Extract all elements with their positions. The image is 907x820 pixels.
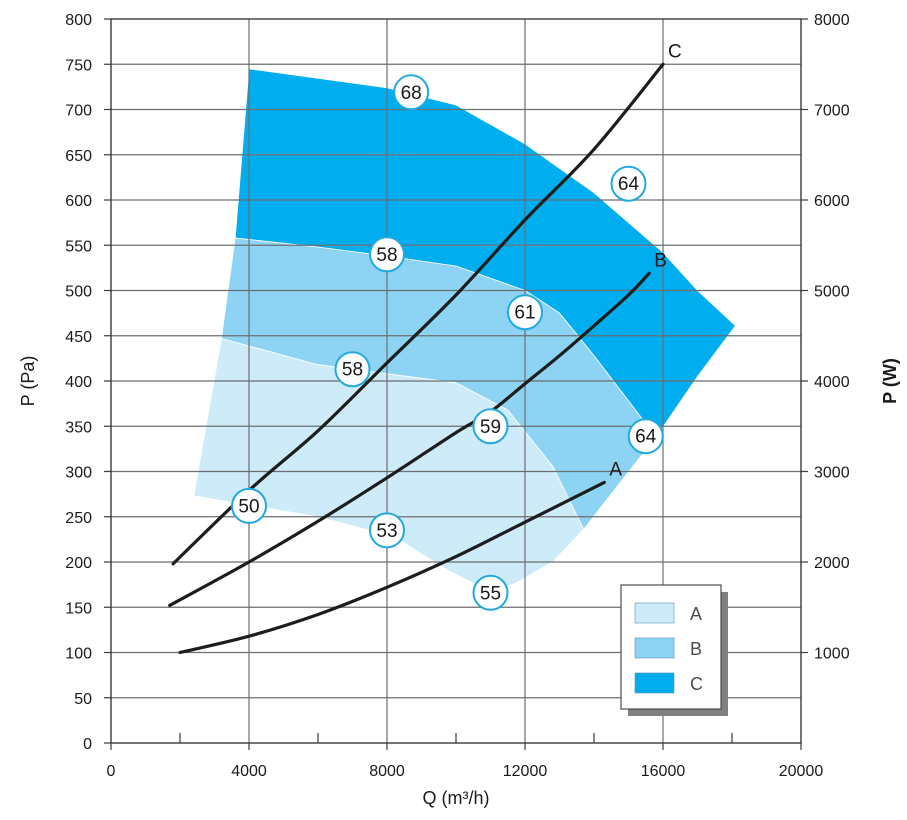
annotation-badge (472, 408, 509, 445)
annotation-label: 53 (376, 521, 397, 542)
legend-swatch-a (634, 602, 675, 624)
x-axis-title: Q (m³/h) (423, 788, 490, 808)
x-tick-label: 16000 (641, 763, 686, 780)
curve-label-c: C (668, 41, 682, 62)
annotation-label: 64 (618, 174, 640, 195)
x-axis: 0 4000 8000 12000 16000 20000 (107, 733, 824, 780)
curves-layer: A B C (168, 41, 682, 655)
y2-tick-label: 6000 (814, 193, 850, 210)
annotation-label: 59 (480, 417, 501, 438)
y-axis-title: P (Pa) (18, 356, 38, 407)
y2-tick-label: 4000 (814, 374, 850, 391)
y-axis-right: 1000 2000 3000 4000 5000 6000 7000 8000 (801, 12, 850, 663)
x-tick-label: 4000 (231, 763, 267, 780)
annotation-label: 58 (376, 245, 397, 266)
legend-label-c: C (690, 674, 703, 694)
y-tick-label: 100 (65, 646, 92, 663)
y-tick-label: 50 (74, 691, 92, 708)
y2-tick-label: 1000 (814, 646, 850, 663)
y-tick-label: 550 (65, 238, 92, 255)
y-tick-label: 400 (65, 374, 92, 391)
annotation-badge (369, 236, 405, 273)
annotation-badge (610, 165, 647, 202)
annotation-label: 50 (238, 496, 259, 517)
curve-c (171, 62, 665, 566)
annotation-label: 64 (635, 427, 657, 448)
curve-label-a: A (609, 459, 622, 480)
y-tick-label: 650 (65, 148, 92, 165)
annotations-layer: 68 64 58 61 58 59 64 50 53 55 (231, 74, 664, 611)
legend: ABC (620, 584, 728, 716)
y-tick-label: 0 (83, 736, 92, 753)
y-tick-label: 500 (65, 284, 92, 301)
annotation-badge (393, 74, 430, 111)
y-tick-label: 200 (65, 555, 92, 572)
y-axis-left: 0 50 100 150 200 250 300 350 400 450 500 550 600 650 7… (65, 12, 111, 753)
legend-swatch-b (634, 637, 675, 659)
y-tick-label: 800 (65, 12, 92, 29)
legend-swatch-c (634, 672, 675, 694)
y2-tick-label: 3000 (814, 465, 850, 482)
x-tick-label: 8000 (369, 763, 405, 780)
x-tick-label: 20000 (779, 763, 824, 780)
x-tick-label: 12000 (503, 763, 548, 780)
annotation-label: 68 (401, 83, 422, 104)
annotation-label: 55 (480, 583, 501, 604)
y2-tick-label: 8000 (814, 12, 850, 29)
annotation-badge (369, 512, 405, 549)
y-tick-label: 350 (65, 419, 92, 436)
x-tick-label: 0 (107, 763, 116, 780)
legend-label-a: A (690, 604, 702, 624)
annotation-badge (627, 418, 664, 455)
annotation-label: 61 (514, 303, 535, 324)
annotation-badge (334, 351, 371, 388)
curve-a (178, 480, 606, 655)
y-tick-label: 250 (65, 510, 92, 527)
regions-layer (193, 68, 736, 593)
y-tick-label: 450 (65, 329, 92, 346)
y2-tick-label: 5000 (814, 284, 850, 301)
annotation-badge (231, 487, 267, 524)
annotation-label: 58 (342, 360, 363, 381)
y2-tick-label: 7000 (814, 103, 850, 120)
y2-axis-title: P (W) (880, 358, 900, 404)
y-tick-label: 300 (65, 465, 92, 482)
y2-tick-label: 2000 (814, 555, 850, 572)
y-tick-label: 150 (65, 600, 92, 617)
annotation-badge (507, 294, 543, 331)
curve-label-b: B (654, 250, 667, 271)
y-tick-label: 700 (65, 103, 92, 120)
annotation-badge (472, 574, 509, 611)
y-tick-label: 750 (65, 57, 92, 74)
legend-label-b: B (690, 639, 702, 659)
y-tick-label: 600 (65, 193, 92, 210)
